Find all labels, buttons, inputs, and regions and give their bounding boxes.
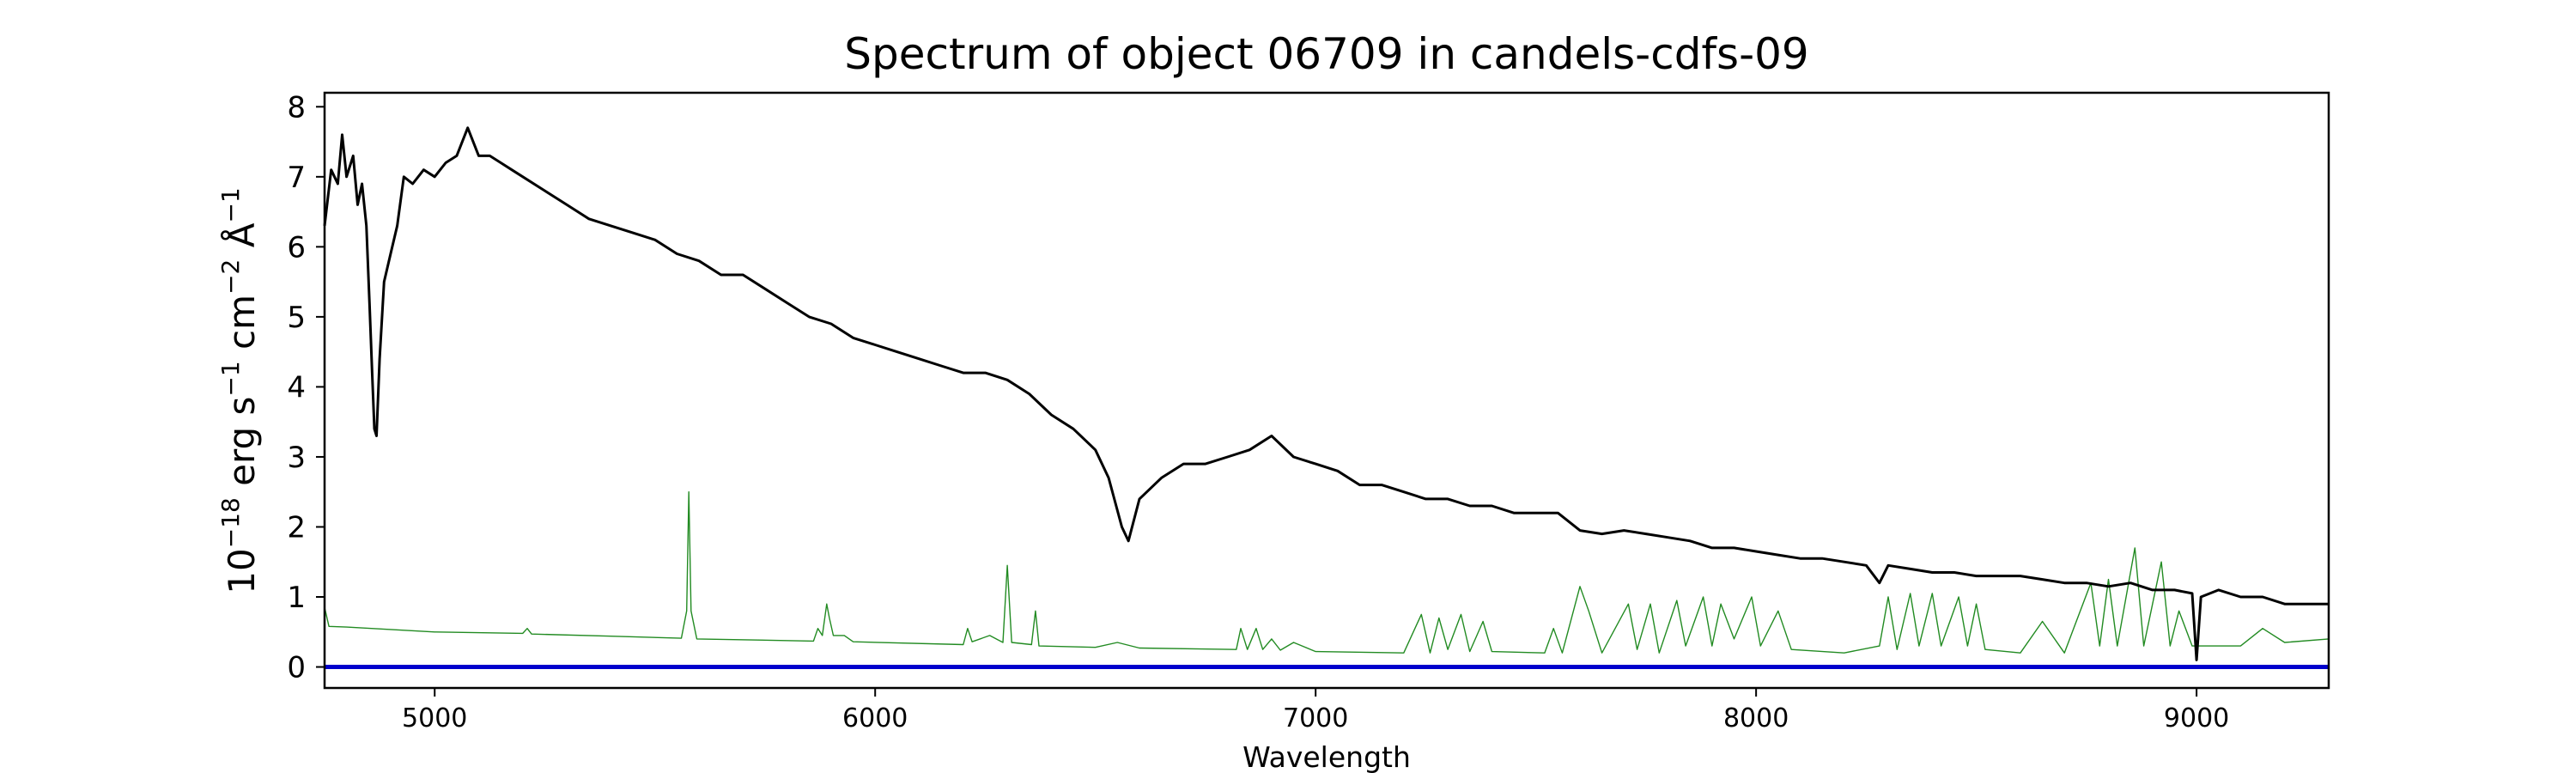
plot-frame <box>323 91 2330 690</box>
x-axis-ticks: 5000 6000 7000 8000 9000 <box>402 688 2229 733</box>
chart-title: Spectrum of object 06709 in candels-cdfs… <box>844 29 1809 79</box>
sky-series-line <box>324 491 2330 654</box>
ylabel-exp-s: −1 <box>216 361 245 396</box>
ylabel-erg: erg s <box>221 397 263 486</box>
x-tick-label: 7000 <box>1283 703 1348 733</box>
flux-series-line <box>323 126 2329 661</box>
y-tick-label: 3 <box>287 441 306 475</box>
y-tick-label: 5 <box>287 301 306 335</box>
y-tick-label: 6 <box>287 230 306 265</box>
ylabel-exp-a: −1 <box>216 187 245 222</box>
y-axis-label: 10−18 erg s−1 cm−2 Å−1 <box>216 187 263 593</box>
ylabel-exp: −18 <box>216 497 245 548</box>
x-tick-label: 8000 <box>1723 703 1789 733</box>
y-tick-label: 1 <box>287 581 306 615</box>
ylabel-exp-cm: −2 <box>216 259 245 295</box>
x-tick-label: 5000 <box>402 703 467 733</box>
x-axis-label: Wavelength <box>1242 740 1411 773</box>
y-tick-label: 7 <box>287 161 306 195</box>
ylabel-cm: cm <box>221 295 263 350</box>
x-tick-label: 6000 <box>842 703 908 733</box>
plot-area <box>323 126 2330 669</box>
y-tick-label: 2 <box>287 510 306 545</box>
x-tick-label: 9000 <box>2164 703 2229 733</box>
ylabel-base: 10 <box>221 548 263 593</box>
y-tick-label: 0 <box>287 651 306 685</box>
y-axis-ticks: 0 1 2 3 4 5 6 7 8 <box>287 90 325 685</box>
y-tick-label: 4 <box>287 370 306 405</box>
ylabel-angstrom: Å <box>220 222 263 247</box>
svg-text:10−18 erg s−1 cm−2 Å−1: 10−18 erg s−1 cm−2 Å−1 <box>216 187 263 593</box>
y-tick-label: 8 <box>287 90 306 125</box>
